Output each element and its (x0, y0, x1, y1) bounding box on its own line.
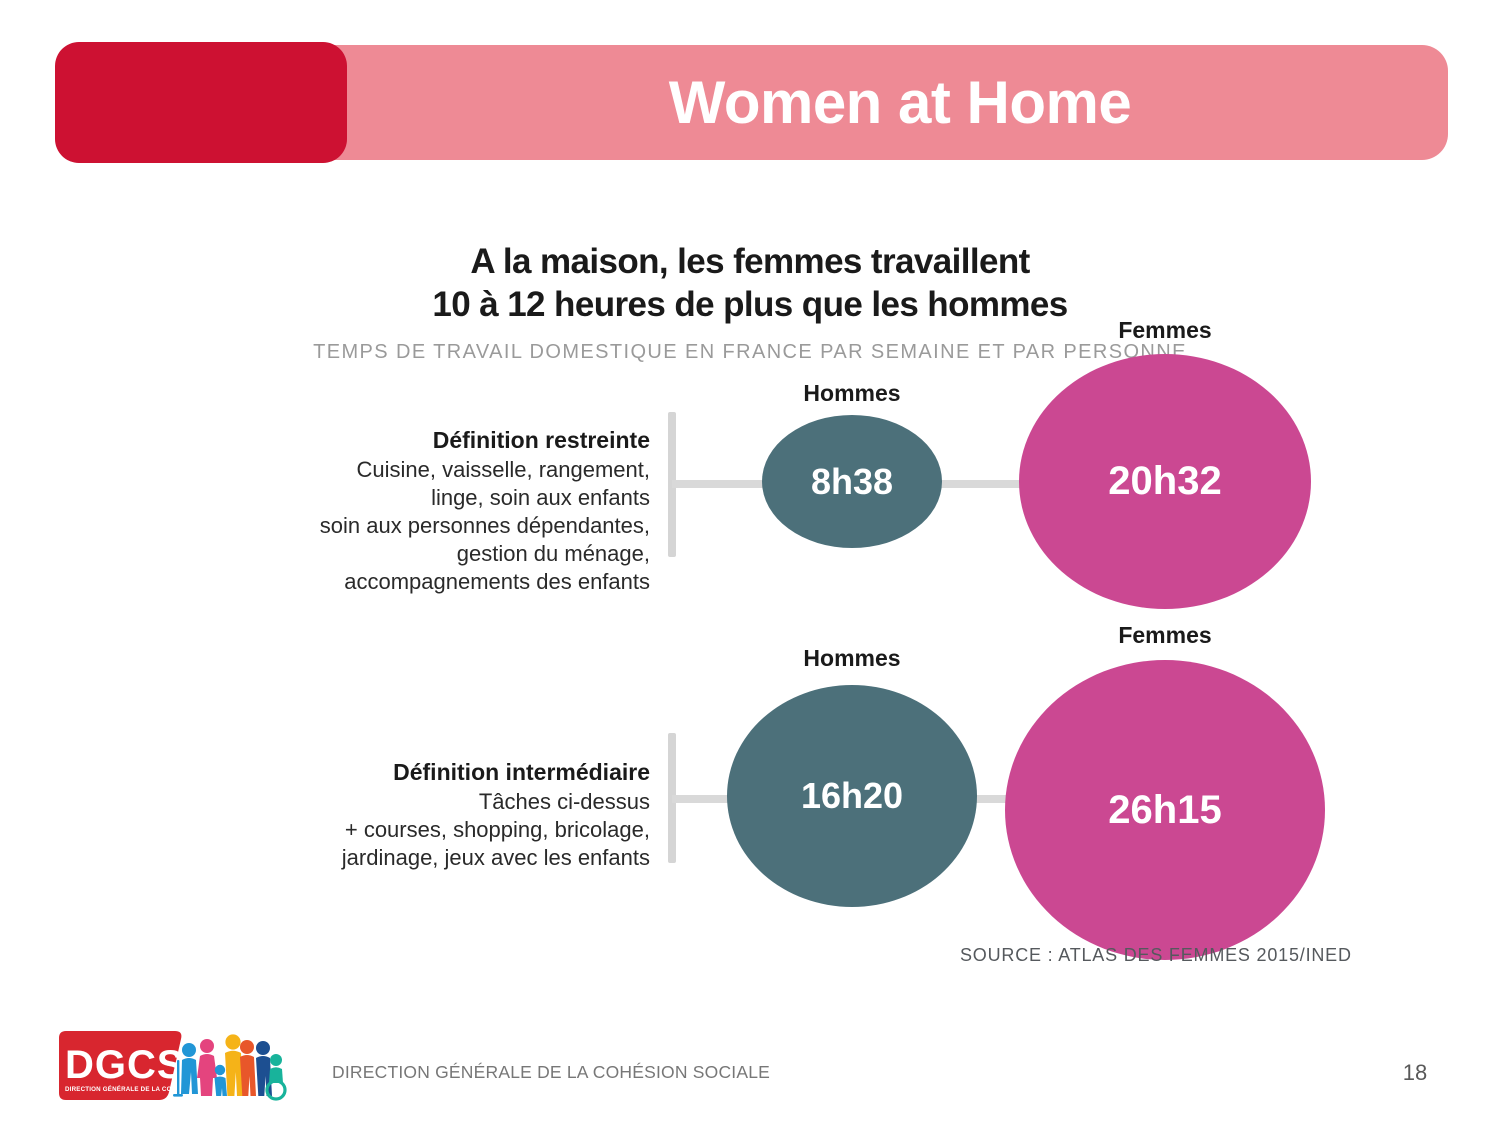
bubble-men: 8h38 (762, 415, 942, 548)
header-red-accent-block (55, 42, 347, 163)
svg-text:DIRECTION GÉNÉRALE DE LA COHÉS: DIRECTION GÉNÉRALE DE LA COHÉSION SOCIAL… (65, 1085, 227, 1093)
footer: DGCS DIRECTION GÉNÉRALE DE LA COHÉSION S… (0, 1010, 1500, 1125)
definition-line: jardinage, jeux avec les enfants (341, 845, 650, 870)
connector-line-right (930, 480, 1040, 488)
source-note: SOURCE : ATLAS DES FEMMES 2015/INED (960, 945, 1352, 965)
bubble-caption-men: Hommes (803, 645, 901, 671)
infographic-title-line-1: A la maison, les femmes travaillent (470, 242, 1030, 281)
definition-heading: Définition intermédiaire (393, 759, 650, 785)
bubble-caption-men: Hommes (803, 380, 901, 406)
infographic-heading: A la maison, les femmes travaillent 10 à… (250, 240, 1250, 364)
data-row-intermediaire: Définition intermédiaire Tâches ci-dessu… (0, 622, 1500, 970)
svg-text:DGCS: DGCS (65, 1043, 185, 1087)
bubble-women: 26h15 (1005, 660, 1325, 960)
definition-line: soin aux personnes dépendantes, (319, 513, 650, 538)
infographic: A la maison, les femmes travaillent 10 à… (0, 185, 1500, 985)
definition-line: accompagnements des enfants (344, 569, 650, 594)
definition-line: linge, soin aux enfants (431, 485, 650, 510)
connector-line-right (960, 795, 1015, 803)
footer-organisation-name: DIRECTION GÉNÉRALE DE LA COHÉSION SOCIAL… (332, 1062, 771, 1082)
infographic-title-line-2: 10 à 12 heures de plus que les hommes (432, 285, 1068, 324)
bubble-women: 20h32 (1019, 354, 1311, 609)
definition-line: Cuisine, vaisselle, rangement, (356, 457, 650, 482)
definition-line: + courses, shopping, bricolage, (344, 817, 650, 842)
definition-heading: Définition restreinte (432, 427, 650, 453)
bubble-caption-women: Femmes (1118, 622, 1212, 648)
page-number: 18 (1402, 1060, 1428, 1085)
definition-line: Tâches ci-dessus (478, 789, 650, 814)
infographic-subtitle: TEMPS DE TRAVAIL DOMESTIQUE EN FRANCE PA… (313, 341, 1187, 363)
definition-block: Définition restreinte Cuisine, vaisselle… (180, 425, 650, 596)
bubble-men: 16h20 (727, 685, 977, 907)
definition-line: gestion du ménage, (456, 541, 650, 566)
page-title: Women at Home (668, 69, 1132, 136)
header-banner: Women at Home (0, 0, 1500, 185)
connector-line-left (672, 480, 767, 488)
bubble-caption-women: Femmes (1118, 317, 1212, 343)
connector-line-left (672, 795, 732, 803)
data-row-restreinte: Définition restreinte Cuisine, vaisselle… (0, 317, 1500, 635)
definition-block: Définition intermédiaire Tâches ci-dessu… (180, 757, 650, 872)
dgcs-logo: DGCS DIRECTION GÉNÉRALE DE LA COHÉSION S… (57, 1030, 287, 1102)
header-pink-bar (232, 45, 1448, 160)
